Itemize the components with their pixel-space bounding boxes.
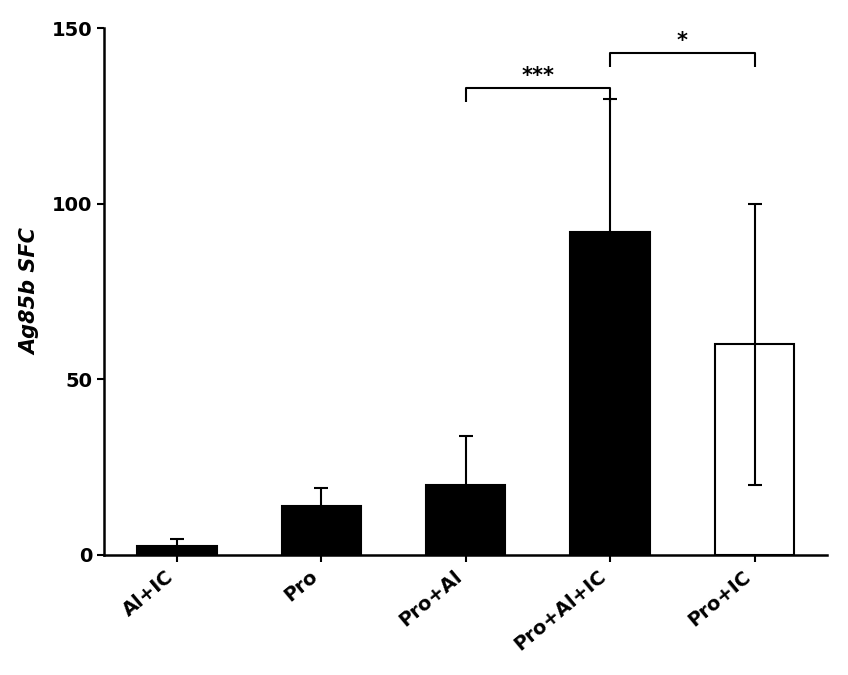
Bar xyxy=(715,344,795,555)
Bar xyxy=(137,546,216,555)
Bar xyxy=(426,485,505,555)
Text: *: * xyxy=(677,31,688,51)
Y-axis label: Ag85b SFC: Ag85b SFC xyxy=(21,228,41,355)
Bar xyxy=(571,232,650,555)
Bar xyxy=(282,506,361,555)
Text: ***: *** xyxy=(522,66,555,86)
